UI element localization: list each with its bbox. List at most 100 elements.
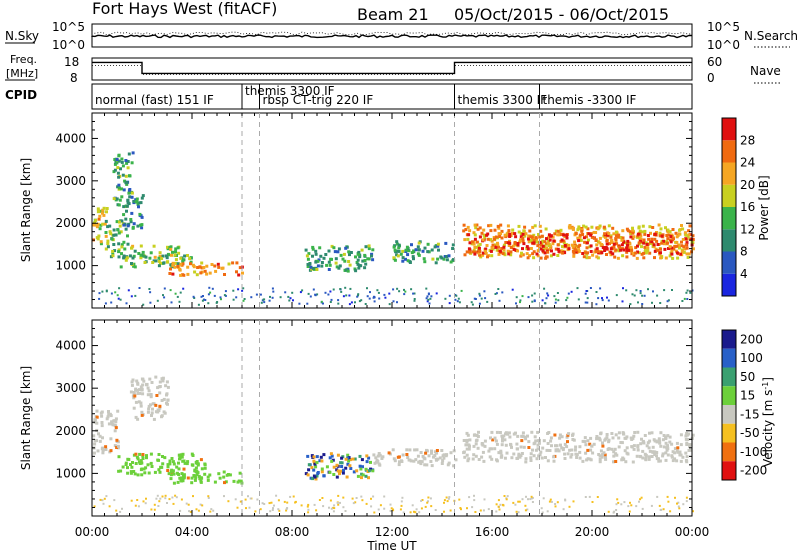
ground-scatter-cell bbox=[517, 511, 520, 514]
echo-cell bbox=[111, 249, 115, 253]
echo-cell bbox=[140, 461, 144, 465]
ground-scatter-cell bbox=[156, 299, 159, 302]
echo-cell bbox=[598, 460, 602, 464]
echo-cell bbox=[528, 229, 532, 233]
ground-scatter-cell bbox=[315, 509, 318, 512]
power-colorbar-color-step bbox=[722, 273, 736, 296]
echo-cell bbox=[628, 230, 632, 234]
echo-cell bbox=[144, 383, 148, 387]
echo-cell bbox=[531, 252, 535, 256]
ground-scatter-cell bbox=[277, 499, 280, 502]
echo-cell bbox=[681, 455, 685, 459]
echo-cell bbox=[395, 253, 399, 257]
ground-scatter-cell bbox=[232, 298, 235, 301]
ground-scatter-cell bbox=[613, 510, 616, 513]
echo-cell bbox=[114, 233, 118, 237]
echo-cell bbox=[673, 244, 677, 248]
echo-cell bbox=[115, 158, 119, 161]
echo-cell bbox=[171, 460, 175, 464]
ground-scatter-cell bbox=[316, 293, 319, 296]
ground-scatter-cell bbox=[312, 288, 315, 291]
echo-cell bbox=[434, 261, 438, 265]
echo-cell bbox=[596, 249, 600, 253]
echo-cell bbox=[649, 242, 653, 245]
ground-scatter-cell bbox=[245, 507, 247, 510]
echo-cell bbox=[122, 254, 126, 258]
echo-cell bbox=[339, 253, 343, 257]
echo-cell bbox=[483, 236, 487, 240]
ground-scatter-cell bbox=[430, 505, 433, 508]
echo-cell bbox=[111, 254, 115, 258]
ground-scatter-cell bbox=[541, 511, 544, 514]
echo-cell bbox=[158, 470, 162, 474]
echo-cell bbox=[478, 235, 482, 239]
echo-cell bbox=[497, 232, 501, 236]
echo-cell bbox=[625, 446, 629, 450]
ground-scatter-cell bbox=[420, 507, 423, 510]
ground-scatter-cell bbox=[685, 496, 688, 499]
echo-cell bbox=[676, 256, 680, 260]
ground-scatter-cell bbox=[339, 288, 342, 290]
echo-cell bbox=[238, 471, 242, 475]
ground-scatter-cell bbox=[521, 498, 524, 501]
power-colorbar-tick-label: 12 bbox=[740, 222, 755, 236]
echo-cell bbox=[553, 232, 557, 236]
echo-cell bbox=[653, 232, 657, 236]
echo-cell bbox=[488, 455, 492, 459]
echo-cell bbox=[544, 255, 548, 259]
ground-scatter-cell bbox=[683, 297, 686, 300]
echo-cell bbox=[481, 450, 485, 454]
echo-cell bbox=[557, 249, 561, 253]
x-tick-label: 04:00 bbox=[175, 525, 210, 539]
echo-cell bbox=[195, 273, 199, 277]
echo-cell bbox=[592, 230, 596, 234]
ground-scatter-cell bbox=[641, 507, 644, 510]
echo-cell bbox=[141, 457, 145, 460]
echo-cell bbox=[648, 225, 652, 229]
echo-cell bbox=[602, 451, 606, 455]
ground-scatter-cell bbox=[497, 505, 500, 508]
echo-cell bbox=[486, 237, 490, 241]
ground-scatter-cell bbox=[344, 510, 347, 512]
ground-scatter-cell bbox=[130, 295, 133, 298]
echo-cell bbox=[191, 463, 195, 467]
ground-scatter-cell bbox=[639, 290, 642, 292]
echo-cell bbox=[203, 269, 207, 273]
echo-cell bbox=[154, 259, 158, 263]
echo-cell bbox=[166, 252, 170, 256]
power-echo-field bbox=[92, 151, 695, 306]
echo-cell bbox=[349, 251, 353, 254]
echo-cell bbox=[503, 253, 507, 257]
echo-cell bbox=[355, 469, 359, 473]
velocity-colorbar-color-step bbox=[722, 405, 736, 424]
echo-cell bbox=[691, 247, 695, 251]
echo-cell bbox=[328, 456, 332, 460]
echo-cell bbox=[528, 254, 531, 258]
echo-cell bbox=[380, 457, 384, 460]
echo-cell bbox=[166, 260, 170, 264]
echo-cell bbox=[332, 473, 336, 476]
echo-cell bbox=[139, 201, 143, 205]
echo-cell bbox=[337, 247, 341, 251]
freq-tick-low: 8 bbox=[70, 71, 78, 85]
echo-cell bbox=[370, 254, 373, 258]
echo-cell bbox=[634, 246, 638, 250]
echo-cell bbox=[661, 454, 665, 458]
echo-cell bbox=[356, 474, 360, 478]
echo-cell bbox=[342, 252, 346, 256]
echo-cell bbox=[536, 443, 540, 447]
echo-cell bbox=[134, 462, 138, 465]
echo-cell bbox=[513, 241, 517, 245]
ground-scatter-cell bbox=[455, 294, 458, 297]
ground-scatter-cell bbox=[192, 495, 194, 498]
echo-cell bbox=[124, 227, 128, 231]
power-colorbar-color-step bbox=[722, 140, 736, 163]
ground-scatter-cell bbox=[667, 299, 670, 302]
echo-cell bbox=[108, 224, 112, 228]
echo-cell bbox=[427, 454, 431, 458]
echo-cell bbox=[429, 460, 433, 463]
echo-cell bbox=[132, 262, 136, 266]
echo-cell bbox=[129, 470, 133, 474]
echo-cell bbox=[223, 481, 226, 485]
echo-cell bbox=[669, 240, 673, 244]
